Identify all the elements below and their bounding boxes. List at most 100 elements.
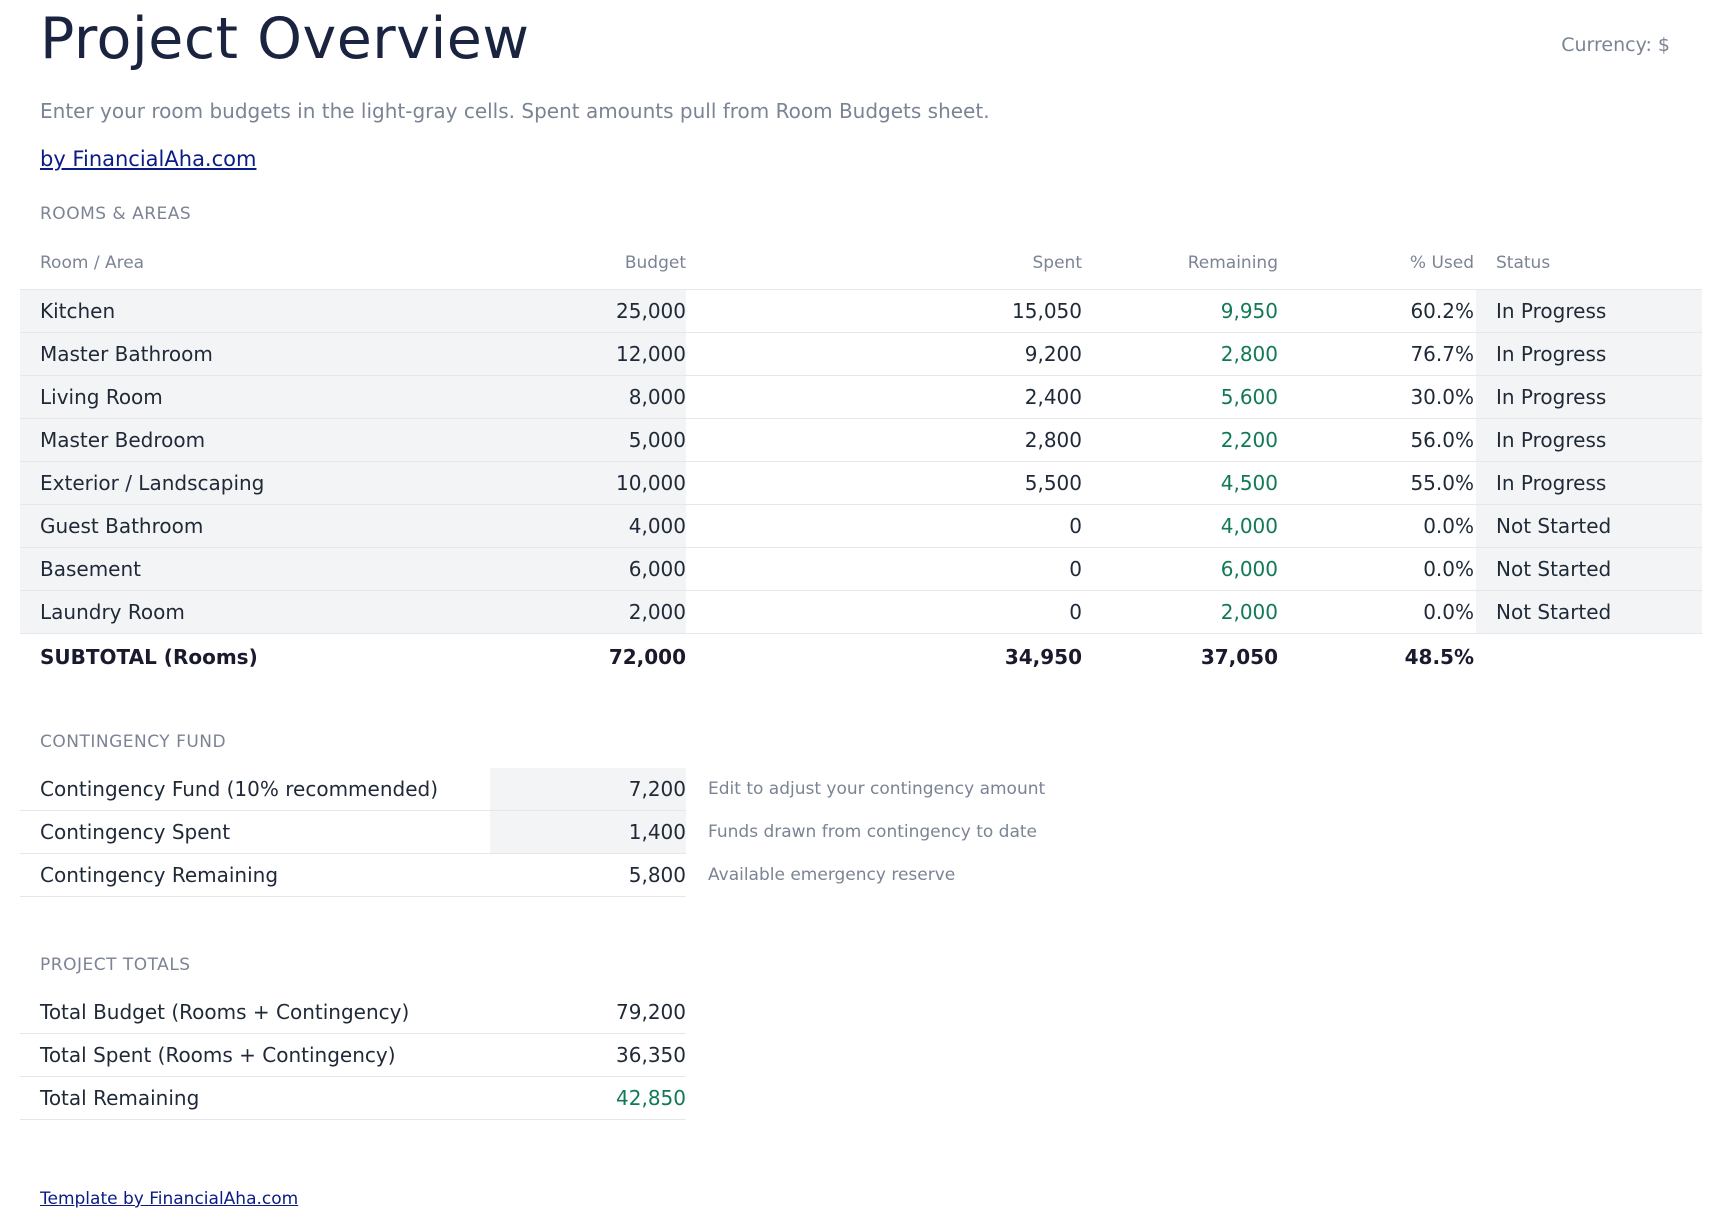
table-row: Master Bathroom 12,000 9,200 2,800 76.7% In P… <box>20 333 1702 376</box>
contingency-fund-input[interactable]: 7,200 <box>490 768 686 810</box>
total-budget-label: Total Budget (Rooms + Contingency) <box>40 1000 410 1024</box>
page-title: Project Overview <box>40 6 530 72</box>
room-remaining: 6,000 <box>1220 557 1278 581</box>
room-status[interactable]: In Progress <box>1476 462 1702 504</box>
room-remaining: 4,500 <box>1220 471 1278 495</box>
rooms-table: Room / Area Budget Spent Remaining % Use… <box>20 237 1702 680</box>
contingency-spent-input[interactable]: 1,400 <box>490 811 686 853</box>
room-status[interactable]: Not Started <box>1476 548 1702 590</box>
room-status[interactable]: In Progress <box>1476 419 1702 461</box>
col-header-budget: Budget <box>624 253 686 273</box>
room-spent: 2,400 <box>1024 385 1082 409</box>
room-status[interactable]: Not Started <box>1476 505 1702 547</box>
room-remaining: 5,600 <box>1220 385 1278 409</box>
rooms-section-label: ROOMS & AREAS <box>40 204 192 224</box>
room-name[interactable]: Guest Bathroom <box>20 505 490 547</box>
col-header-room: Room / Area <box>40 253 145 273</box>
total-spent-label: Total Spent (Rooms + Contingency) <box>40 1043 396 1067</box>
totals-table: Total Budget (Rooms + Contingency) 79,20… <box>20 991 686 1120</box>
subtotal-spent: 34,950 <box>1004 645 1082 669</box>
room-name[interactable]: Kitchen <box>20 290 490 332</box>
room-name[interactable]: Master Bathroom <box>20 333 490 375</box>
room-percent-used: 30.0% <box>1410 385 1474 409</box>
contingency-row: Contingency Fund (10% recommended) 7,200… <box>20 768 1045 811</box>
room-percent-used: 55.0% <box>1410 471 1474 495</box>
room-status[interactable]: In Progress <box>1476 376 1702 418</box>
room-percent-used: 56.0% <box>1410 428 1474 452</box>
table-row: Basement 6,000 0 6,000 0.0% Not Started <box>20 548 1702 591</box>
contingency-row: Contingency Remaining 5,800 Available em… <box>20 854 955 897</box>
room-budget-input[interactable]: 12,000 <box>490 333 686 375</box>
contingency-fund-label: Contingency Fund (10% recommended) <box>40 777 439 801</box>
subtotal-used: 48.5% <box>1404 645 1474 669</box>
room-spent: 5,500 <box>1024 471 1082 495</box>
room-budget-input[interactable]: 5,000 <box>490 419 686 461</box>
total-spent-value: 36,350 <box>616 1043 686 1067</box>
contingency-section-label: CONTINGENCY FUND <box>40 732 227 752</box>
room-percent-used: 0.0% <box>1423 557 1474 581</box>
room-percent-used: 60.2% <box>1410 299 1474 323</box>
room-spent: 15,050 <box>1012 299 1082 323</box>
currency-label: Currency: $ <box>1561 34 1670 56</box>
subtotal-label: SUBTOTAL (Rooms) <box>40 645 258 669</box>
page-subtitle: Enter your room budgets in the light-gra… <box>40 99 990 123</box>
table-row: Living Room 8,000 2,400 5,600 30.0% In Progre… <box>20 376 1702 419</box>
room-status[interactable]: In Progress <box>1476 290 1702 332</box>
contingency-remaining-value: 5,800 <box>628 863 686 887</box>
room-status[interactable]: In Progress <box>1476 333 1702 375</box>
table-row: Kitchen 25,000 15,050 9,950 60.2% In Progress <box>20 290 1702 333</box>
table-row: Laundry Room 2,000 0 2,000 0.0% Not Started <box>20 591 1702 634</box>
template-credit-link[interactable]: Template by FinancialAha.com <box>40 1189 299 1209</box>
totals-row: Total Budget (Rooms + Contingency) 79,20… <box>20 991 686 1034</box>
room-spent: 0 <box>1069 514 1082 538</box>
subtotal-row: SUBTOTAL (Rooms) 72,000 34,950 37,050 48… <box>20 634 1702 680</box>
room-remaining: 2,200 <box>1220 428 1278 452</box>
room-spent: 2,800 <box>1024 428 1082 452</box>
room-name[interactable]: Master Bedroom <box>20 419 490 461</box>
rooms-table-header: Room / Area Budget Spent Remaining % Use… <box>20 237 1702 290</box>
totals-row: Total Remaining 42,850 <box>20 1077 686 1120</box>
totals-section-label: PROJECT TOTALS <box>40 955 191 975</box>
room-percent-used: 0.0% <box>1423 600 1474 624</box>
table-row: Guest Bathroom 4,000 0 4,000 0.0% Not Started <box>20 505 1702 548</box>
financialaha-link[interactable]: by FinancialAha.com <box>40 147 257 171</box>
room-spent: 9,200 <box>1024 342 1082 366</box>
room-remaining: 9,950 <box>1220 299 1278 323</box>
room-remaining: 4,000 <box>1220 514 1278 538</box>
room-status[interactable]: Not Started <box>1476 591 1702 633</box>
subtotal-budget: 72,000 <box>608 645 686 669</box>
contingency-spent-label: Contingency Spent <box>40 820 231 844</box>
room-remaining: 2,000 <box>1220 600 1278 624</box>
total-budget-value: 79,200 <box>616 1000 686 1024</box>
room-remaining: 2,800 <box>1220 342 1278 366</box>
contingency-remaining-note: Available emergency reserve <box>708 865 956 885</box>
contingency-fund-note: Edit to adjust your contingency amount <box>708 779 1046 799</box>
col-header-status: Status <box>1496 253 1551 273</box>
room-percent-used: 0.0% <box>1423 514 1474 538</box>
room-spent: 0 <box>1069 600 1082 624</box>
col-header-used: % Used <box>1409 253 1474 273</box>
total-remaining-value: 42,850 <box>616 1086 686 1110</box>
room-budget-input[interactable]: 6,000 <box>490 548 686 590</box>
room-budget-input[interactable]: 8,000 <box>490 376 686 418</box>
table-row: Master Bedroom 5,000 2,800 2,200 56.0% In Pro… <box>20 419 1702 462</box>
room-budget-input[interactable]: 10,000 <box>490 462 686 504</box>
room-name[interactable]: Living Room <box>20 376 490 418</box>
contingency-spent-note: Funds drawn from contingency to date <box>708 822 1038 842</box>
contingency-row: Contingency Spent 1,400 Funds drawn from… <box>20 811 1037 854</box>
room-budget-input[interactable]: 4,000 <box>490 505 686 547</box>
room-name[interactable]: Exterior / Landscaping <box>20 462 490 504</box>
room-name[interactable]: Basement <box>20 548 490 590</box>
room-budget-input[interactable]: 2,000 <box>490 591 686 633</box>
room-name[interactable]: Laundry Room <box>20 591 490 633</box>
contingency-remaining-label: Contingency Remaining <box>40 863 279 887</box>
room-percent-used: 76.7% <box>1410 342 1474 366</box>
col-header-spent: Spent <box>1032 253 1082 273</box>
subtotal-remaining: 37,050 <box>1200 645 1278 669</box>
contingency-table: Contingency Fund (10% recommended) 7,200… <box>20 768 1120 897</box>
table-row: Exterior / Landscaping 10,000 5,500 4,500 55… <box>20 462 1702 505</box>
totals-row: Total Spent (Rooms + Contingency) 36,350 <box>20 1034 686 1077</box>
col-header-remaining: Remaining <box>1187 253 1278 273</box>
room-budget-input[interactable]: 25,000 <box>490 290 686 332</box>
total-remaining-label: Total Remaining <box>40 1086 200 1110</box>
